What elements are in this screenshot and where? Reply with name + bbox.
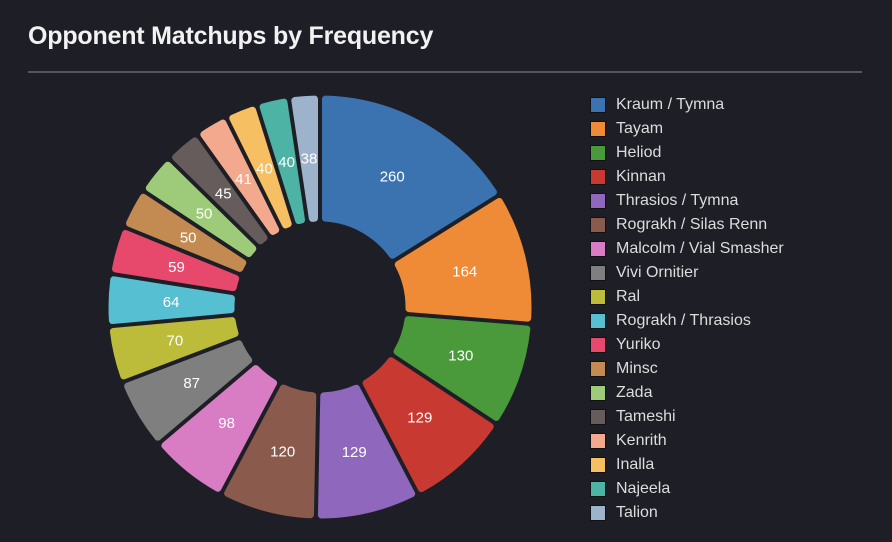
data-label: 64 [163, 294, 180, 311]
slice-inalla[interactable] [229, 106, 292, 229]
legend-label: Minsc [616, 360, 658, 377]
legend-swatch [590, 121, 606, 137]
slice-kinnan[interactable] [362, 357, 494, 493]
legend-item[interactable]: Malcolm / Vial Smasher [590, 237, 784, 261]
legend-swatch [590, 265, 606, 281]
legend-item[interactable]: Tameshi [590, 405, 784, 429]
legend-label: Heliod [616, 144, 662, 161]
legend-item[interactable]: Rograkh / Silas Renn [590, 213, 784, 237]
slice-kraum-tymna[interactable] [322, 95, 497, 259]
legend-swatch [590, 385, 606, 401]
data-label: 87 [183, 375, 200, 392]
legend-item[interactable]: Ral [590, 285, 784, 309]
data-label: 70 [167, 333, 184, 350]
slice-zada[interactable] [145, 161, 257, 258]
data-label: 50 [196, 205, 213, 222]
legend-item[interactable]: Kenrith [590, 429, 784, 453]
legend-label: Ral [616, 288, 641, 305]
data-label: 41 [235, 171, 252, 188]
legend-swatch [590, 433, 606, 449]
data-label: 260 [380, 169, 405, 186]
slice-vivi-ornitier[interactable] [124, 340, 253, 441]
legend-swatch [590, 409, 606, 425]
title-divider [28, 71, 862, 73]
legend-item[interactable]: Talion [590, 501, 784, 525]
slice-ral[interactable] [109, 317, 239, 380]
legend-item[interactable]: Minsc [590, 357, 784, 381]
legend-item[interactable]: Rograkh / Thrasios [590, 309, 784, 333]
data-label: 59 [168, 259, 185, 276]
data-label: 129 [407, 410, 432, 427]
slice-rograkh-thrasios[interactable] [108, 276, 235, 325]
data-label: 130 [448, 348, 473, 365]
slice-talion[interactable] [291, 95, 318, 222]
legend-label: Kenrith [616, 432, 667, 449]
data-label: 45 [215, 186, 232, 203]
data-label: 129 [342, 444, 367, 461]
legend-label: Malcolm / Vial Smasher [616, 240, 784, 257]
legend-swatch [590, 505, 606, 521]
legend-label: Rograkh / Thrasios [616, 312, 751, 329]
legend-item[interactable]: Kraum / Tymna [590, 93, 784, 117]
legend-item[interactable]: Kinnan [590, 165, 784, 189]
legend-item[interactable]: Thrasios / Tymna [590, 189, 784, 213]
legend-label: Thrasios / Tymna [616, 192, 739, 209]
chart-title: Opponent Matchups by Frequency [28, 22, 434, 50]
legend-label: Rograkh / Silas Renn [616, 216, 768, 233]
slice-yuriko[interactable] [112, 230, 240, 292]
data-label: 40 [278, 154, 295, 171]
legend-item[interactable]: Yuriko [590, 333, 784, 357]
data-label: 38 [301, 150, 318, 167]
legend-swatch [590, 337, 606, 353]
legend-label: Zada [616, 384, 653, 401]
legend-label: Tameshi [616, 408, 676, 425]
data-label: 50 [180, 230, 197, 247]
legend-label: Talion [616, 504, 658, 521]
legend-swatch [590, 361, 606, 377]
legend-swatch [590, 169, 606, 185]
data-label: 120 [270, 443, 295, 460]
legend-item[interactable]: Tayam [590, 117, 784, 141]
slice-thrasios-tymna[interactable] [317, 384, 416, 519]
legend-item[interactable]: Najeela [590, 477, 784, 501]
legend-swatch [590, 481, 606, 497]
legend-label: Yuriko [616, 336, 661, 353]
data-label: 164 [452, 264, 477, 281]
slice-malcolm-vial-smasher[interactable] [161, 365, 278, 492]
legend-swatch [590, 97, 606, 113]
legend-swatch [590, 457, 606, 473]
slice-tameshi[interactable] [172, 137, 268, 245]
slice-heliod[interactable] [393, 316, 531, 421]
legend-label: Kinnan [616, 168, 666, 185]
legend-swatch [590, 217, 606, 233]
data-label: 40 [256, 161, 273, 178]
data-label: 98 [218, 415, 235, 432]
slice-minsc[interactable] [126, 193, 247, 272]
slice-rograkh-silas-renn[interactable] [224, 384, 317, 519]
legend-label: Najeela [616, 480, 671, 497]
legend-item[interactable]: Vivi Ornitier [590, 261, 784, 285]
legend-item[interactable]: Zada [590, 381, 784, 405]
legend: Kraum / Tymna Tayam Heliod Kinnan Thrasios /… [590, 93, 784, 525]
legend-item[interactable]: Heliod [590, 141, 784, 165]
legend-label: Vivi Ornitier [616, 264, 699, 281]
legend-label: Inalla [616, 456, 655, 473]
legend-swatch [590, 145, 606, 161]
legend-swatch [590, 241, 606, 257]
legend-swatch [590, 313, 606, 329]
slice-najeela[interactable] [259, 98, 305, 225]
legend-label: Tayam [616, 120, 664, 137]
legend-swatch [590, 193, 606, 209]
legend-item[interactable]: Inalla [590, 453, 784, 477]
legend-swatch [590, 289, 606, 305]
legend-label: Kraum / Tymna [616, 96, 725, 113]
slice-tayam[interactable] [394, 197, 532, 322]
slice-kenrith[interactable] [200, 119, 280, 235]
